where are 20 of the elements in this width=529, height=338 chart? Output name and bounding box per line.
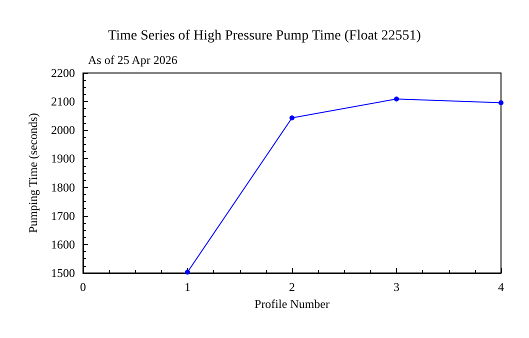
x-tick-label: 1 bbox=[184, 280, 190, 294]
x-axis-title: Profile Number bbox=[254, 296, 330, 311]
point bbox=[498, 100, 504, 106]
point bbox=[290, 115, 294, 120]
chart-title: Time Series of High Pressure Pump Time (Float 22551) bbox=[108, 28, 422, 44]
y-tick-label: 2100 bbox=[51, 94, 75, 109]
y-tick-label: 1500 bbox=[51, 266, 75, 280]
y-tick-label: 1900 bbox=[51, 152, 75, 166]
y-tick-label: 1800 bbox=[51, 180, 75, 194]
x-tick-label: 4 bbox=[498, 280, 504, 294]
y-axis-title: Pumping Time (seconds) bbox=[26, 112, 40, 234]
chart-subtitle: As of 25 Apr 2026 bbox=[88, 53, 178, 67]
x-tick-label: 3 bbox=[394, 280, 400, 294]
x-tick-label: 0 bbox=[80, 280, 86, 294]
point bbox=[394, 96, 399, 102]
y-tick-label: 2000 bbox=[51, 123, 75, 138]
x-tick-label: 2 bbox=[289, 280, 295, 294]
y-tick-label: 1700 bbox=[51, 208, 75, 223]
y-tick-label: 1600 bbox=[51, 237, 75, 252]
y-tick-label: 2200 bbox=[51, 66, 75, 80]
